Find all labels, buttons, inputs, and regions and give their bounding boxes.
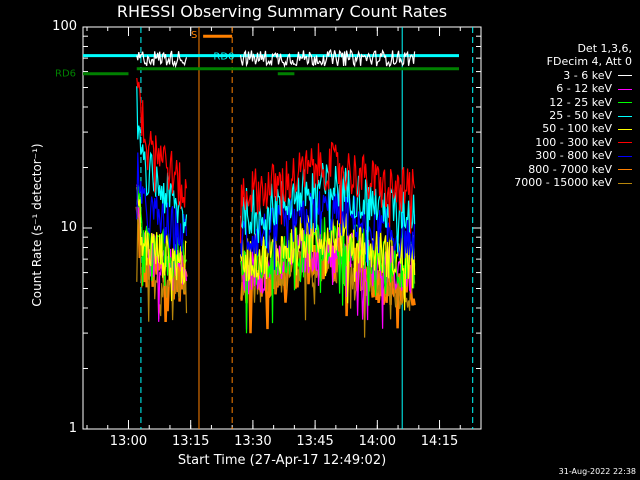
series-line (136, 50, 188, 69)
legend-entry: 7000 - 15000 keV (514, 176, 632, 189)
legend-label: 100 - 300 keV (535, 135, 612, 149)
legend-label: 12 - 25 keV (549, 95, 612, 109)
x-axis-label: Start Time (27-Apr-17 12:49:02) (177, 453, 387, 468)
legend-swatch (618, 169, 632, 171)
x-tick-label: 13:45 (296, 434, 334, 449)
series-line (136, 77, 188, 209)
x-tick-label: 13:15 (171, 434, 210, 449)
legend-label: 300 - 800 keV (535, 149, 612, 163)
legend-entry: 300 - 800 keV (514, 149, 632, 162)
series-line (239, 48, 416, 69)
legend-header-1: Det 1,3,6, (577, 42, 632, 55)
legend-entry: 6 - 12 keV (514, 82, 632, 95)
legend-swatch (618, 142, 632, 144)
legend-swatch (618, 88, 632, 90)
legend-label: 7000 - 15000 keV (514, 176, 612, 190)
legend-label: 6 - 12 keV (556, 82, 612, 96)
series-line (239, 163, 416, 266)
legend-entry: 100 - 300 keV (514, 136, 632, 149)
legend-label: 3 - 6 keV (563, 68, 612, 82)
x-tick-label: 14:00 (358, 434, 397, 449)
x-tick-label: 13:00 (109, 434, 148, 449)
legend-swatch (618, 102, 632, 104)
legend-entry: 25 - 50 keV (514, 109, 632, 122)
legend-entry: 12 - 25 keV (514, 96, 632, 109)
legend-label: 25 - 50 keV (549, 109, 612, 123)
chart-title: RHESSI Observing Summary Count Rates (116, 2, 448, 21)
legend-swatch (618, 115, 632, 117)
plot-frame (82, 26, 482, 430)
series-line (240, 217, 416, 334)
legend: Det 1,3,6, FDecim 4, Att 0 3 - 6 keV 6 - … (514, 42, 632, 189)
series-line (136, 187, 187, 302)
y-tick-label: 100 (52, 19, 77, 34)
y-tick-label: 10 (60, 220, 77, 235)
x-tick-label: 13:30 (234, 434, 272, 449)
legend-label: 800 - 7000 keV (528, 162, 612, 176)
legend-swatch (618, 128, 632, 130)
series-line (136, 152, 188, 255)
legend-entry: 800 - 7000 keV (514, 163, 632, 176)
legend-swatch (618, 155, 632, 157)
rd6-flag-label: RD6 (55, 69, 76, 80)
rd0-flag-label: RD0 (213, 52, 234, 63)
legend-swatch (618, 75, 632, 77)
series-line (239, 141, 416, 244)
legend-header-2: FDecim 4, Att 0 (546, 55, 632, 69)
series-line (136, 86, 188, 234)
legend-entry: 3 - 6 keV (514, 69, 632, 82)
legend-swatch (618, 182, 632, 184)
legend-entry: 50 - 100 keV (514, 122, 632, 135)
x-tick-label: 14:15 (420, 434, 459, 449)
y-tick-label: 1 (68, 421, 77, 436)
legend-label: 50 - 100 keV (542, 122, 612, 136)
footer-timestamp: 31-Aug-2022 22:38 (558, 467, 636, 476)
s-flag-label: S (191, 30, 197, 41)
